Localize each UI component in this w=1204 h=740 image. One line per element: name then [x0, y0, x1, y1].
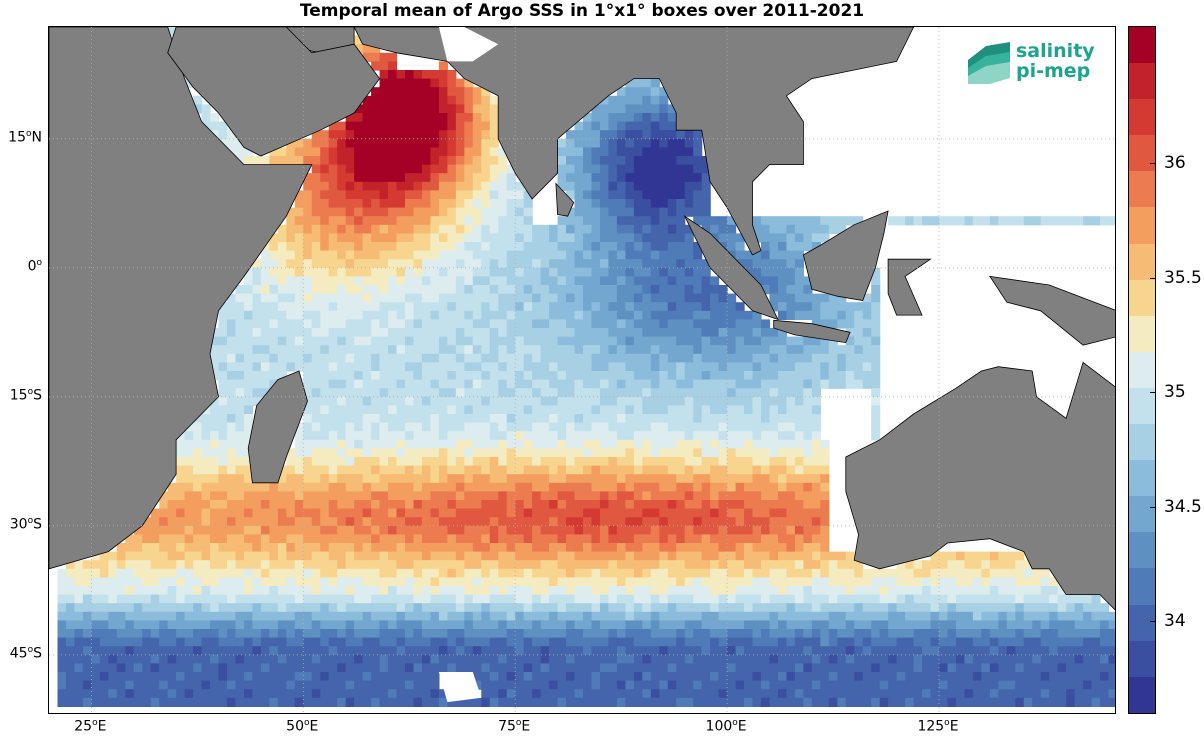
lon-tick-label: 100oE: [705, 718, 747, 735]
land-masses: [49, 27, 1115, 703]
colorbar-tick-label: 35: [1164, 382, 1186, 403]
colorbar-tick-mark: [1150, 277, 1156, 279]
colorbar-segment: [1129, 640, 1155, 677]
colorbar-tick-mark: [1150, 163, 1156, 165]
graticule: [49, 27, 1115, 713]
colorbar-tick-mark: [1150, 621, 1156, 623]
colorbar-tick-label: 36: [1164, 153, 1186, 174]
colorbar-segment: [1129, 243, 1155, 280]
lat-tick-label: 15oS: [9, 386, 42, 404]
colorbar-segment: [1129, 532, 1155, 569]
colorbar-segment: [1129, 460, 1155, 497]
colorbar-segment: [1129, 351, 1155, 388]
colorbar-tick-label: 34: [1164, 611, 1186, 632]
colorbar-segment: [1129, 387, 1155, 425]
colorbar-tick-mark: [1150, 506, 1156, 508]
colorbar-segment: [1129, 207, 1155, 244]
colorbar-segment: [1129, 424, 1155, 461]
logo-line1: salinity: [1016, 40, 1095, 62]
colorbar-tick-label: 34.5: [1164, 496, 1202, 517]
salinity-map: [48, 26, 1116, 714]
salinity-pimep-logo: salinity pi-mep: [966, 40, 1096, 84]
lat-tick-label: 30oS: [9, 515, 42, 533]
colorbar-tick-label: 35.5: [1164, 267, 1202, 288]
lat-tick-label: 45oS: [9, 644, 42, 662]
lon-tick-label: 125oE: [917, 718, 959, 735]
lon-tick-label: 50oE: [286, 718, 319, 735]
lon-tick-label: 75oE: [498, 718, 531, 735]
colorbar-segment: [1129, 568, 1155, 605]
logo-wave-icon: [968, 42, 1010, 84]
lat-tick-label: 15oN: [8, 128, 42, 146]
colorbar-segment: [1129, 315, 1155, 352]
colorbar-segment: [1129, 676, 1155, 713]
colorbar-segment: [1129, 99, 1155, 136]
map-title: Temporal mean of Argo SSS in 1°x1° boxes…: [299, 1, 865, 21]
colorbar-segment: [1129, 171, 1155, 208]
colorbar: [1128, 26, 1156, 714]
colorbar-segment: [1129, 279, 1155, 316]
colorbar-tick-mark: [1150, 392, 1156, 394]
salinity-cells: [57, 27, 1115, 707]
colorbar-segment: [1129, 135, 1155, 172]
lat-tick-label: 0o: [27, 257, 42, 275]
logo-line2: pi-mep: [1016, 60, 1091, 82]
lon-tick-label: 25oE: [74, 718, 107, 735]
colorbar-segment: [1129, 63, 1155, 100]
colorbar-segment: [1129, 496, 1155, 533]
colorbar-segment: [1129, 604, 1155, 641]
map-canvas: [49, 27, 1115, 713]
colorbar-segment: [1129, 27, 1155, 64]
